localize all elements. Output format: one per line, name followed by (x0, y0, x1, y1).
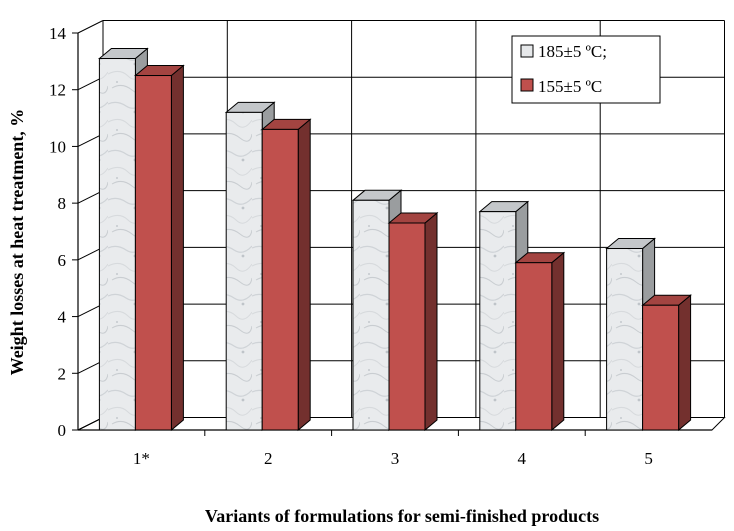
gridline-y-side (77, 20, 104, 34)
bar-front (388, 222, 426, 431)
gridline-y-side (77, 133, 104, 147)
gridline-y-side (77, 76, 104, 91)
labels: 0 2 4 6 8 10 12 14 1* 2 3 4 5 (49, 24, 653, 468)
gridline-y-side (77, 360, 104, 374)
bar-side (297, 118, 311, 432)
bar-155-4 (514, 251, 566, 432)
x-tick-label: 2 (264, 449, 273, 468)
x-axis-title: Variants of formulations for semi-finish… (205, 506, 599, 526)
bars (98, 47, 692, 432)
y-tick-label: 0 (58, 421, 67, 440)
gridline-y-side (77, 303, 104, 318)
legend-box (511, 35, 661, 104)
bar-155-3 (387, 211, 439, 432)
x-tick-label: 3 (391, 449, 400, 468)
bar-front (606, 248, 644, 431)
legend-swatch-155 (520, 78, 534, 92)
legend-swatch-185 (520, 44, 534, 58)
y-tick-label: 4 (58, 308, 67, 327)
y-tick-label: 6 (58, 251, 67, 270)
bar-155-1 (134, 64, 185, 432)
bar-side (424, 211, 438, 432)
bar-front (134, 75, 172, 431)
bar-155-2 (260, 118, 312, 432)
bar-185-4 (478, 200, 530, 432)
legend-label-185: 185±5 ºC; (538, 42, 607, 61)
bar-side (678, 294, 692, 432)
bar-front (352, 199, 390, 431)
y-tick-label: 12 (49, 81, 66, 100)
x-tick-label: 4 (518, 449, 527, 468)
bar-side (551, 251, 565, 432)
gridline-y-side (77, 190, 104, 204)
y-axis-title: Weight losses at heat treatment, % (7, 109, 27, 376)
y-tick-label: 2 (58, 364, 67, 383)
bar-front (479, 211, 517, 431)
bar-front (225, 111, 263, 431)
x-tick-label: 5 (644, 449, 653, 468)
y-tick-label: 8 (58, 194, 67, 213)
legend-label-155: 155±5 ºC (538, 77, 602, 96)
bar-front (642, 304, 680, 431)
bar-155-5 (641, 294, 692, 432)
bar-side (170, 64, 184, 432)
legend: 185±5 ºC; 155±5 ºC (511, 35, 661, 104)
y-tick-label: 10 (49, 137, 66, 156)
bar-front (515, 262, 553, 431)
x-tick-label: 1* (133, 449, 150, 468)
bar-front (261, 128, 299, 431)
gridline-y-side (77, 246, 104, 261)
y-tick-label: 14 (49, 24, 67, 43)
bar-front (98, 58, 136, 431)
